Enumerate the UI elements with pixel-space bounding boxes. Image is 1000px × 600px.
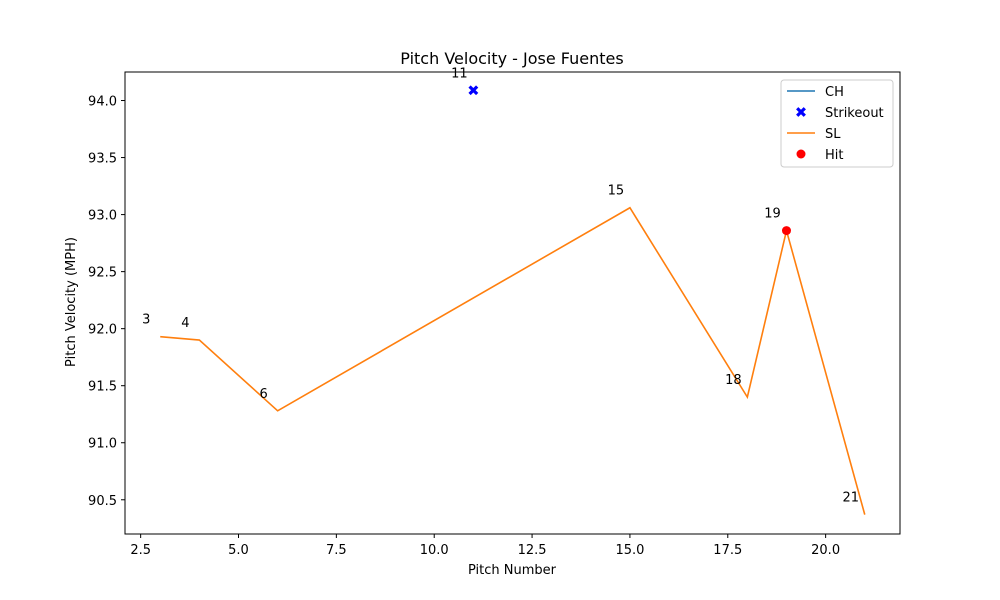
legend-label-hit: Hit xyxy=(825,148,843,163)
axes-frame xyxy=(124,71,901,535)
x-tick-label: 2.5 xyxy=(130,543,151,558)
legend-label-strikeout: Strikeout xyxy=(825,106,884,121)
pitch-number-label: 3 xyxy=(142,313,150,328)
x-tick-label: 10.0 xyxy=(420,543,449,558)
y-tick-label: 93.0 xyxy=(88,209,117,224)
x-tick-label: 15.0 xyxy=(615,543,644,558)
y-tick-label: 92.0 xyxy=(88,323,117,338)
x-tick-label: 17.5 xyxy=(713,543,742,558)
pitch-number-label: 21 xyxy=(842,491,859,506)
x-axis-label: Pitch Number xyxy=(468,563,557,578)
x-tick-label: 20.0 xyxy=(811,543,840,558)
legend-swatch-hit xyxy=(796,149,806,159)
legend-box xyxy=(780,79,894,168)
pitch-number-label: 6 xyxy=(260,387,268,402)
y-tick-label: 91.5 xyxy=(88,380,117,395)
x-tick-label: 7.5 xyxy=(326,543,347,558)
plot-area: 3 4 6 11 15 18 19 21 xyxy=(124,66,901,535)
x-tick-label: 5.0 xyxy=(228,543,249,558)
y-tick-label: 92.5 xyxy=(88,266,117,281)
x-tick-label: 12.5 xyxy=(518,543,547,558)
legend-label-sl: SL xyxy=(825,127,841,142)
y-axis-label: Pitch Velocity (MPH) xyxy=(64,237,79,367)
pitch-number-label: 19 xyxy=(764,207,781,222)
pitch-number-label: 18 xyxy=(725,373,742,388)
y-tick-label: 93.5 xyxy=(88,152,117,167)
y-axis: 90.5 91.0 91.5 92.0 92.5 93.0 93.5 94.0 xyxy=(88,95,125,509)
pitch-number-label: 4 xyxy=(181,316,189,331)
x-axis: 2.5 5.0 7.5 10.0 12.5 15.0 17.5 20.0 xyxy=(130,534,840,558)
point-hit xyxy=(781,226,791,236)
pitch-number-label: 11 xyxy=(451,66,468,81)
pitch-number-label: 15 xyxy=(608,184,625,199)
y-tick-label: 91.0 xyxy=(88,437,117,452)
legend-label-ch: CH xyxy=(825,85,844,100)
point-strikeout xyxy=(468,85,479,96)
y-tick-label: 90.5 xyxy=(88,494,117,509)
chart-title: Pitch Velocity - Jose Fuentes xyxy=(400,49,623,68)
legend: CH Strikeout SL Hit xyxy=(780,79,894,168)
series-line-sl xyxy=(160,206,866,515)
y-tick-label: 94.0 xyxy=(88,95,117,110)
legend-swatch-strikeout xyxy=(796,107,806,117)
